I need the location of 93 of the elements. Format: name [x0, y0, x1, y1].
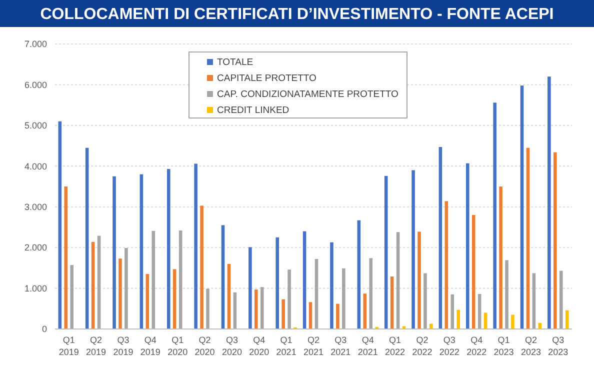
bar: [85, 148, 89, 329]
bar: [308, 302, 312, 329]
y-tick-label: 7.000: [24, 39, 47, 50]
bar: [227, 264, 231, 329]
x-tick-label: Q1 2022: [385, 335, 406, 357]
x-tick-label: Q3 2023: [548, 335, 568, 357]
x-tick-label: Q2 2019: [86, 335, 106, 357]
x-tick-label: Q1 2021: [276, 335, 296, 357]
bar: [548, 76, 551, 329]
bar: [396, 232, 400, 329]
bar: [438, 147, 442, 329]
legend-label: CAP. CONDIZIONATAMENTE PROTETTO: [217, 89, 398, 100]
bar: [302, 231, 306, 329]
y-tick-label: 5.000: [24, 120, 47, 131]
bar: [369, 258, 372, 329]
x-tick-label: Q3 2022: [439, 335, 460, 357]
x-tick-label: Q3 2019: [113, 335, 134, 357]
bar: [260, 287, 264, 329]
bar: [559, 270, 563, 329]
bar: [118, 258, 122, 329]
bar: [520, 86, 524, 329]
bar: [140, 174, 144, 329]
bar: [178, 230, 182, 329]
bar: [124, 248, 128, 329]
legend-label: TOTALE: [217, 57, 254, 68]
x-tick-label: Q1 2019: [58, 335, 79, 357]
bar: [511, 314, 514, 329]
bar: [254, 290, 258, 329]
bar: [248, 247, 252, 329]
bar: [424, 273, 427, 329]
bar: [288, 270, 291, 329]
bar: [152, 230, 156, 329]
bar: [450, 294, 454, 329]
bar: [478, 294, 482, 329]
bar: [58, 121, 62, 329]
y-tick-label: 2.000: [24, 242, 47, 253]
bar: [276, 237, 279, 329]
bar: [336, 304, 340, 329]
x-tick-label: Q2 2022: [412, 335, 432, 357]
bar: [91, 242, 95, 329]
bar: [532, 273, 536, 329]
x-tick-label: Q1 2023: [494, 335, 514, 357]
bar: [505, 260, 508, 329]
bar: [172, 269, 176, 329]
x-tick-label: Q3 2021: [330, 335, 351, 357]
legend-label: CREDIT LINKED: [217, 105, 290, 116]
x-tick-label: Q2 2021: [303, 335, 324, 357]
y-tick-label: 0: [42, 324, 47, 334]
bar: [554, 152, 557, 329]
chart-title: COLLOCAMENTI DI CERTIFICATI D’INVESTIMENTO - FONTE ACEPI: [40, 6, 554, 23]
bar: [97, 236, 101, 329]
bar: [221, 225, 225, 329]
bar: [456, 310, 460, 329]
bar: [430, 324, 433, 329]
bar: [444, 201, 448, 329]
bar: [233, 292, 237, 329]
x-tick-label: Q4 2019: [140, 335, 160, 357]
bar: [418, 232, 421, 329]
bar: [499, 186, 502, 329]
bar: [64, 186, 68, 329]
bar: [412, 170, 415, 329]
y-tick-label: 6.000: [24, 80, 47, 90]
x-tick-label: Q1 2020: [168, 335, 188, 357]
bar: [384, 176, 388, 329]
bar: [314, 258, 318, 329]
legend-label: CAPITALE PROTETTO: [217, 73, 316, 84]
bar: [526, 148, 530, 329]
bar: [493, 102, 496, 329]
bar: [363, 294, 367, 329]
y-tick-label: 4.000: [24, 161, 47, 172]
bar: [112, 176, 116, 329]
bar: [484, 312, 488, 329]
x-tick-label: Q3 2020: [222, 335, 242, 357]
bar: [194, 164, 198, 329]
bar: [166, 168, 170, 329]
bar: [466, 163, 470, 329]
x-tick-label: Q4 2022: [466, 335, 487, 357]
bar: [70, 265, 74, 329]
bar: [357, 220, 361, 329]
bar: [330, 242, 334, 329]
x-tick-label: Q4 2020: [249, 335, 270, 357]
bar: [472, 215, 476, 329]
y-tick-label: 3.000: [24, 202, 47, 212]
bar: [282, 299, 285, 329]
x-tick-label: Q2 2020: [194, 335, 215, 357]
x-tick-label: Q2 2023: [520, 335, 541, 357]
bar: [206, 288, 210, 329]
bar: [342, 268, 346, 329]
x-tick-label: Q4 2021: [358, 335, 378, 357]
bar: [146, 274, 150, 329]
bar: [390, 276, 394, 329]
y-tick-label: 1.000: [24, 283, 47, 294]
bar: [200, 206, 204, 329]
